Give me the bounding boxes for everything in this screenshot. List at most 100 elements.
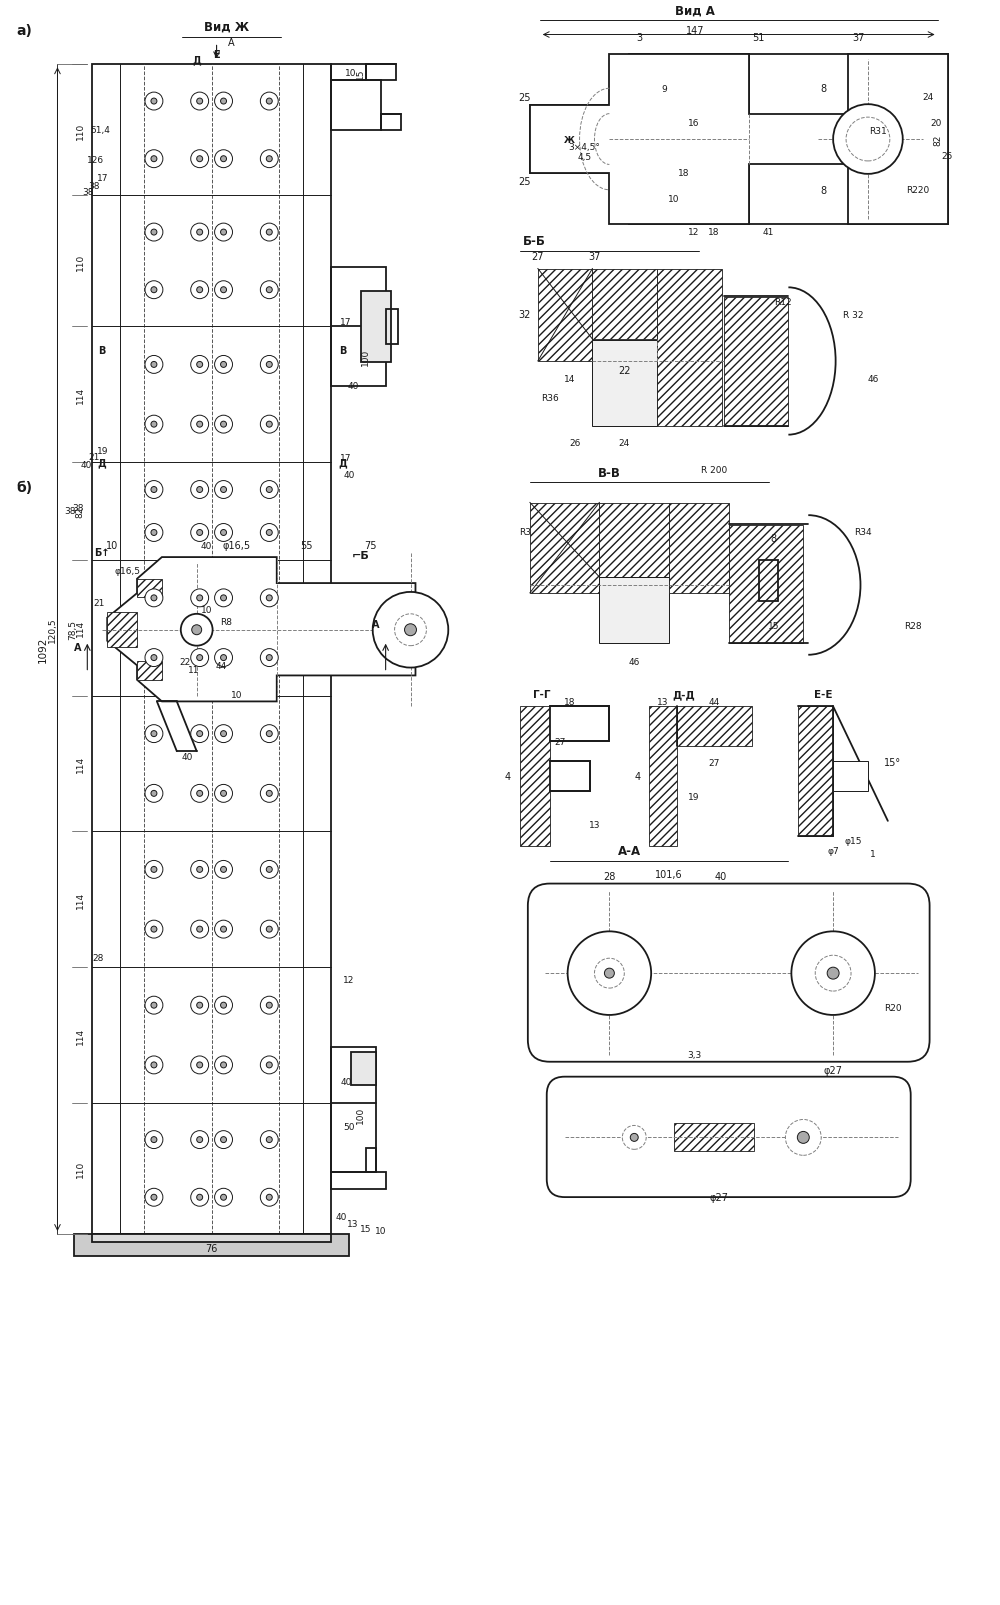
Circle shape <box>191 482 209 499</box>
Text: 18: 18 <box>564 698 575 706</box>
Text: 28: 28 <box>93 953 104 963</box>
Bar <box>530 106 629 173</box>
Text: 1: 1 <box>870 849 876 859</box>
Circle shape <box>197 363 203 368</box>
Text: 4,5: 4,5 <box>577 154 592 162</box>
Circle shape <box>266 1194 272 1201</box>
Text: 147: 147 <box>686 26 704 35</box>
Circle shape <box>151 867 157 873</box>
Circle shape <box>846 119 890 162</box>
Text: 22: 22 <box>179 656 190 666</box>
Bar <box>538 270 592 361</box>
Text: Д: Д <box>192 55 201 66</box>
Text: Г-Г: Г-Г <box>533 690 551 700</box>
Circle shape <box>221 926 227 933</box>
Circle shape <box>215 1132 232 1149</box>
Text: 110: 110 <box>76 122 85 140</box>
Circle shape <box>151 100 157 104</box>
Text: 51,4: 51,4 <box>90 127 110 135</box>
Circle shape <box>221 100 227 104</box>
Text: 38: 38 <box>83 188 94 197</box>
Circle shape <box>151 1136 157 1143</box>
Bar <box>137 579 162 599</box>
Circle shape <box>145 281 163 300</box>
Text: Д-Д: Д-Д <box>673 690 695 700</box>
Bar <box>530 504 599 594</box>
Circle shape <box>191 225 209 242</box>
Text: 3×4,5°: 3×4,5° <box>569 143 600 152</box>
Circle shape <box>221 867 227 873</box>
Bar <box>599 578 669 644</box>
Circle shape <box>191 725 209 743</box>
Circle shape <box>145 1132 163 1149</box>
Text: 40: 40 <box>343 470 355 480</box>
Text: А-А: А-А <box>618 844 641 857</box>
Bar <box>629 114 749 165</box>
Bar <box>649 706 677 846</box>
Bar <box>550 762 590 791</box>
Circle shape <box>266 1136 272 1143</box>
Bar <box>674 1124 754 1152</box>
Bar <box>759 560 778 602</box>
Text: 18: 18 <box>678 169 690 178</box>
Bar <box>92 1234 331 1242</box>
Circle shape <box>221 230 227 236</box>
Circle shape <box>191 785 209 802</box>
Circle shape <box>145 921 163 939</box>
Circle shape <box>215 93 232 111</box>
Circle shape <box>568 933 651 1016</box>
Circle shape <box>191 589 209 607</box>
Text: Б↑: Б↑ <box>94 547 110 557</box>
Circle shape <box>260 151 278 169</box>
Text: 37: 37 <box>852 32 864 42</box>
Text: 21: 21 <box>94 599 105 608</box>
Text: 13: 13 <box>347 1220 359 1229</box>
Bar <box>592 340 657 427</box>
Text: 21: 21 <box>89 453 100 461</box>
Circle shape <box>197 1194 203 1201</box>
Text: 82: 82 <box>76 506 85 517</box>
Text: 12: 12 <box>688 228 700 238</box>
Text: 26: 26 <box>569 438 580 448</box>
Text: R 200: R 200 <box>701 465 727 475</box>
Text: 11: 11 <box>188 666 199 674</box>
Text: R 32: R 32 <box>843 311 863 319</box>
Circle shape <box>260 921 278 939</box>
Text: 100: 100 <box>356 1106 365 1123</box>
Text: 40: 40 <box>335 1212 347 1221</box>
Bar <box>351 1051 376 1085</box>
Text: 110: 110 <box>76 1160 85 1178</box>
Text: φ27: φ27 <box>824 1066 843 1075</box>
Text: 17: 17 <box>96 173 108 183</box>
Text: 28: 28 <box>603 872 616 881</box>
Circle shape <box>266 791 272 796</box>
Circle shape <box>151 595 157 602</box>
Text: 17: 17 <box>340 453 352 462</box>
Bar <box>749 56 948 225</box>
Bar <box>92 66 331 1234</box>
Bar <box>724 299 788 427</box>
Bar <box>657 270 722 427</box>
Circle shape <box>260 416 278 433</box>
Text: 3,3: 3,3 <box>687 1051 701 1059</box>
Text: 100: 100 <box>361 348 370 366</box>
Circle shape <box>604 968 614 979</box>
Text: φ15: φ15 <box>844 836 862 846</box>
Text: R8: R8 <box>221 618 233 626</box>
Circle shape <box>181 615 213 647</box>
Circle shape <box>191 1056 209 1074</box>
Circle shape <box>266 230 272 236</box>
Text: 25: 25 <box>519 177 531 188</box>
Circle shape <box>151 530 157 536</box>
Circle shape <box>145 589 163 607</box>
Text: 78,5: 78,5 <box>68 620 77 640</box>
Text: 8: 8 <box>820 186 826 196</box>
Circle shape <box>191 525 209 542</box>
Circle shape <box>151 655 157 661</box>
Bar <box>592 270 657 340</box>
Circle shape <box>197 867 203 873</box>
Circle shape <box>260 860 278 880</box>
Circle shape <box>260 1056 278 1074</box>
Bar <box>629 56 749 225</box>
Circle shape <box>260 1189 278 1207</box>
